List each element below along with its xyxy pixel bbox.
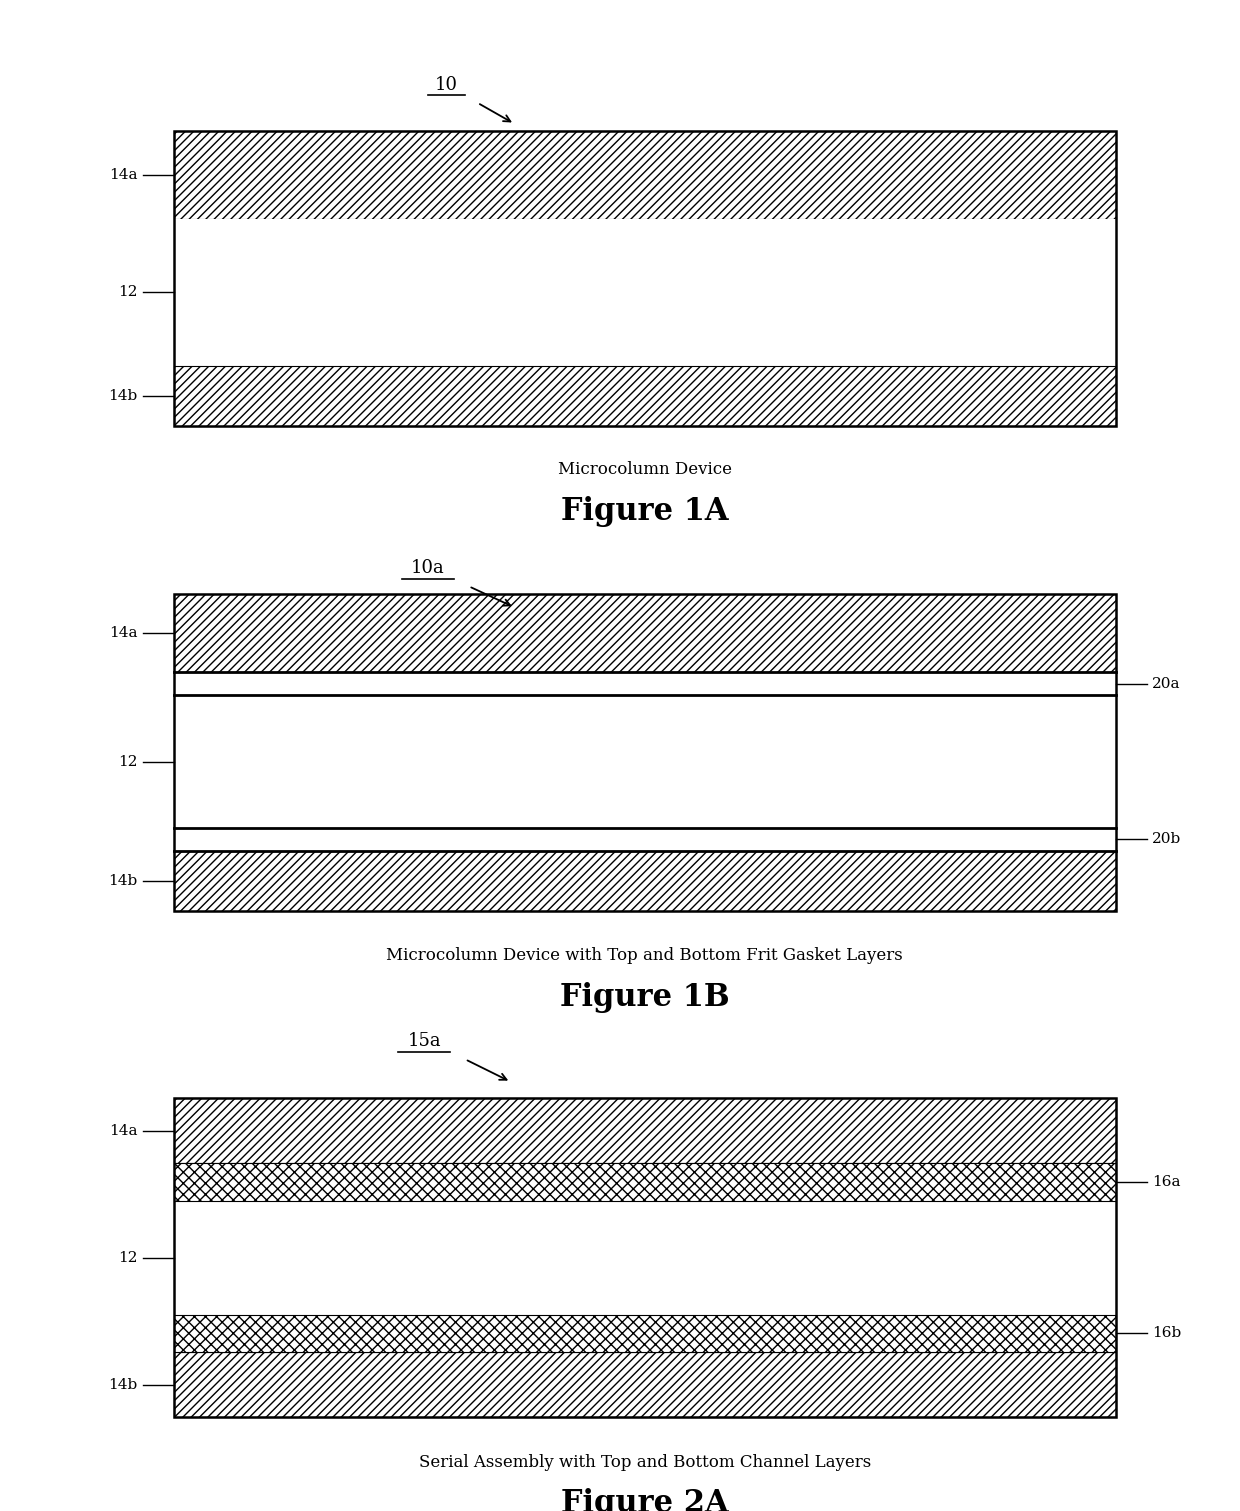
Bar (174, 594, 1116, 911)
Text: 14a: 14a (109, 1124, 138, 1138)
Bar (174, 1098, 1116, 1163)
Bar (174, 1163, 1116, 1201)
Text: 14b: 14b (108, 873, 138, 888)
Text: Figure 2A: Figure 2A (560, 1488, 729, 1511)
Bar (174, 851, 1116, 911)
Text: Microcolumn Device: Microcolumn Device (558, 461, 732, 477)
Bar (174, 131, 1116, 219)
Bar (174, 131, 1116, 426)
Bar (174, 695, 1116, 828)
Text: 10a: 10a (410, 559, 445, 577)
Text: 20b: 20b (1152, 833, 1182, 846)
Bar (174, 1098, 1116, 1417)
Bar (174, 1315, 1116, 1352)
Bar (174, 594, 1116, 672)
Text: 10: 10 (435, 76, 458, 94)
Text: 15a: 15a (407, 1032, 441, 1050)
Text: 14a: 14a (109, 168, 138, 183)
Text: 14a: 14a (109, 626, 138, 641)
Text: Figure 1B: Figure 1B (560, 982, 729, 1014)
Text: 14b: 14b (108, 388, 138, 403)
Text: 16b: 16b (1152, 1327, 1182, 1340)
Text: 16a: 16a (1152, 1176, 1180, 1189)
Text: 12: 12 (118, 1251, 138, 1265)
Text: Figure 1A: Figure 1A (560, 496, 729, 527)
Bar (174, 1201, 1116, 1315)
Bar (174, 672, 1116, 695)
Text: 12: 12 (118, 286, 138, 299)
Text: 12: 12 (118, 754, 138, 769)
Text: Microcolumn Device with Top and Bottom Frit Gasket Layers: Microcolumn Device with Top and Bottom F… (387, 947, 903, 964)
Text: Serial Assembly with Top and Bottom Channel Layers: Serial Assembly with Top and Bottom Chan… (419, 1454, 870, 1470)
Bar (174, 366, 1116, 426)
Bar (174, 219, 1116, 366)
Text: 20a: 20a (1152, 677, 1180, 691)
Text: 14b: 14b (108, 1378, 138, 1392)
Bar (174, 828, 1116, 851)
Bar (174, 1352, 1116, 1417)
